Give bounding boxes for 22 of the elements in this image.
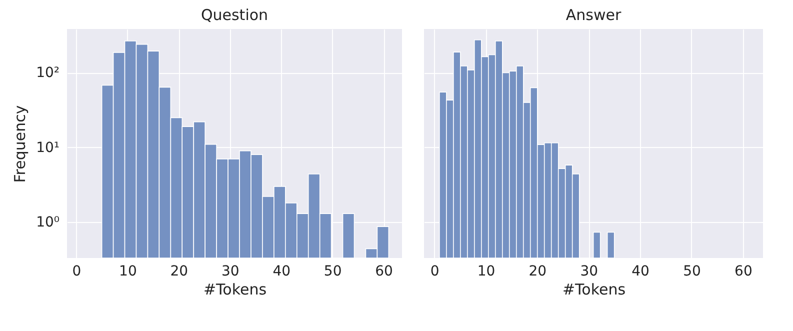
x-tick-label: 30 [221, 264, 240, 280]
x-tick-label: 60 [734, 264, 752, 280]
x-tick-label: 0 [72, 264, 82, 280]
x-axis-title: #Tokens [203, 280, 267, 298]
x-tick-label: 50 [683, 264, 701, 280]
y-tick-label: 10⁰ [36, 214, 60, 231]
y-axis-title: Frequency [11, 105, 30, 183]
x-axis-title: #Tokens [562, 280, 626, 298]
chart-title: Answer [566, 6, 622, 24]
x-tick-label: 0 [430, 264, 440, 280]
chart-title: Question [200, 6, 268, 24]
x-tick-label: 20 [170, 264, 188, 280]
x-tick-label: 60 [375, 264, 393, 280]
x-tick-label: 50 [324, 264, 342, 280]
x-tick-label: 40 [632, 264, 650, 280]
x-tick-label: 30 [580, 264, 598, 280]
x-tick-label: 10 [477, 264, 496, 280]
x-tick-label: 40 [272, 264, 291, 280]
y-tick-label: 10² [36, 65, 60, 82]
x-tick-label: 10 [119, 264, 137, 280]
y-tick-label: 10¹ [36, 140, 60, 156]
x-tick-label: 20 [528, 264, 547, 280]
